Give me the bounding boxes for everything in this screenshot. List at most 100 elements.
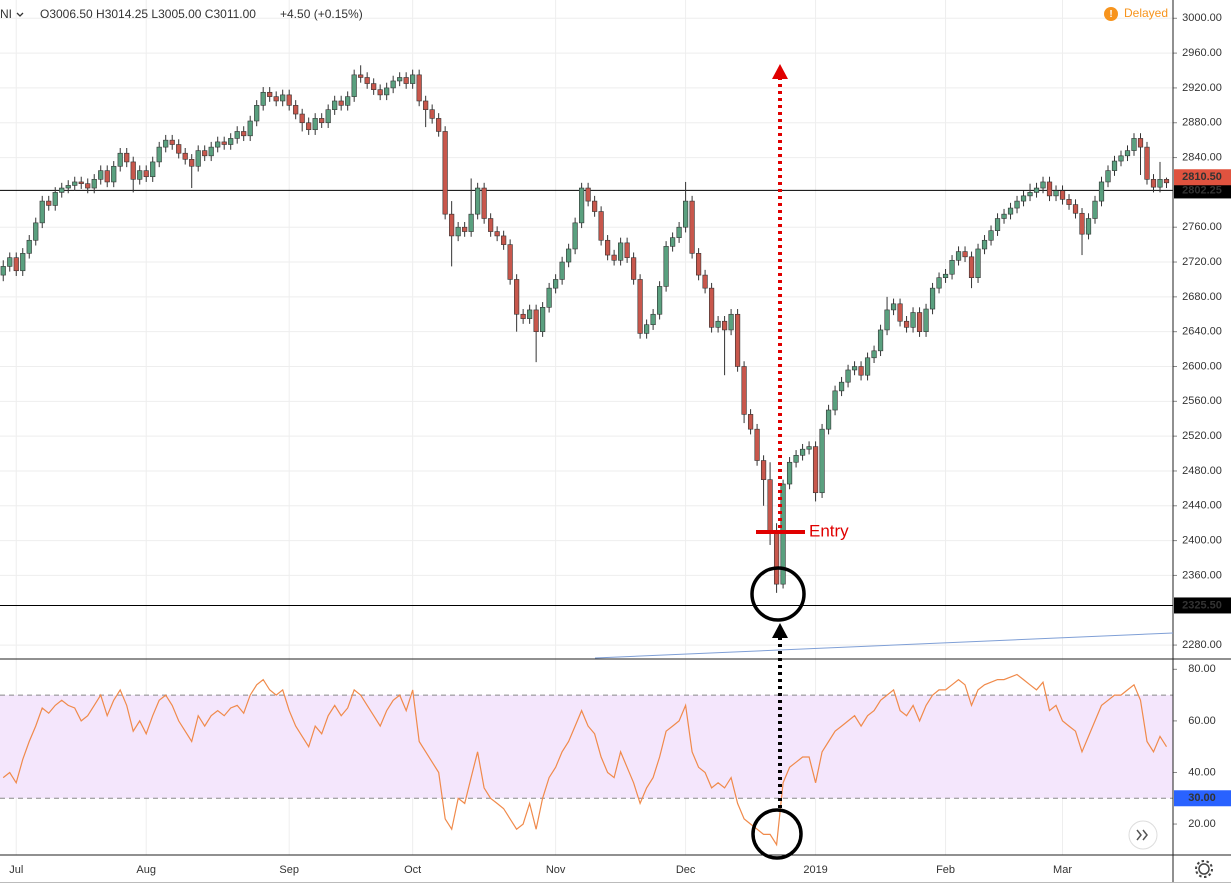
candle-body: [819, 428, 825, 494]
candle-body: [1150, 179, 1157, 188]
y-tick-label: 2480.00: [1182, 465, 1222, 477]
candle-body: [903, 320, 910, 328]
settings-button[interactable]: [1198, 863, 1210, 875]
candle-body: [1118, 155, 1124, 162]
candle-body: [104, 170, 110, 183]
y-tick-label: 20.00: [1188, 818, 1216, 830]
delayed-icon[interactable]: [1104, 7, 1118, 21]
symbol[interactable]: NI: [0, 7, 12, 21]
candle-body: [397, 77, 403, 82]
candle-body: [455, 226, 461, 237]
candle-body: [618, 242, 624, 261]
candle-body: [1105, 170, 1111, 183]
candle-body: [514, 279, 520, 315]
candle-body: [143, 170, 149, 178]
candle-body: [637, 279, 643, 334]
candle-body: [657, 286, 663, 315]
candle-body: [98, 170, 104, 180]
candle-body: [546, 287, 552, 308]
candle-body: [130, 161, 136, 180]
rsi-circle[interactable]: [751, 808, 803, 860]
candle-body: [1072, 204, 1079, 214]
candle-body: [85, 183, 91, 189]
candle-body: [0, 266, 6, 276]
candle-body: [962, 251, 968, 258]
axis-price-label: 30.00: [1188, 792, 1216, 804]
candle-body: [1014, 200, 1020, 209]
y-tick-label: 2640.00: [1182, 326, 1222, 338]
candle-body: [351, 74, 357, 97]
delayed-label[interactable]: Delayed: [1124, 6, 1168, 20]
candle-body: [364, 77, 370, 84]
candle-body: [403, 77, 409, 84]
candle-body: [936, 277, 942, 289]
candle-body: [345, 96, 351, 106]
candle-body: [332, 100, 338, 110]
y-tick-label: 40.00: [1188, 766, 1216, 778]
axis-price-label: 2325.50: [1182, 599, 1222, 611]
candle-body: [26, 239, 32, 254]
x-tick-label: Feb: [936, 864, 955, 876]
candle-body: [299, 113, 305, 124]
candle-body: [1163, 179, 1170, 184]
candle-body: [884, 309, 890, 331]
candle-body: [78, 181, 84, 184]
candle-body: [955, 251, 962, 261]
candle-body: [312, 118, 318, 131]
candle-body: [1144, 146, 1150, 180]
candle-body: [683, 200, 689, 228]
candle-body: [215, 141, 221, 148]
candle-body: [325, 109, 331, 124]
divergence-arrow-head: [772, 623, 788, 638]
symbol-caret[interactable]: [16, 12, 24, 17]
candle-body: [734, 313, 741, 367]
entry-label: Entry: [809, 521, 849, 540]
candle-body: [202, 150, 208, 157]
axis-price-tag: [1174, 169, 1231, 186]
ohlc: O3006.50 H3014.25 L3005.00 C3011.00: [40, 7, 256, 21]
candle-body: [169, 139, 175, 145]
y-tick-label: 2960.00: [1182, 47, 1222, 59]
x-tick-label: Oct: [404, 864, 421, 876]
candle-body: [747, 414, 754, 430]
candle-body: [851, 366, 858, 371]
candle-body: [436, 118, 442, 132]
candle-body: [1085, 218, 1092, 235]
candle-body: [605, 239, 611, 256]
candle-body: [540, 307, 546, 332]
rsi-band: [0, 695, 1173, 799]
y-tick-label: 60.00: [1188, 715, 1216, 727]
candle-body: [916, 312, 923, 332]
price-circle[interactable]: [750, 566, 806, 622]
candle-body: [760, 460, 767, 480]
candle-body: [1059, 190, 1066, 200]
candle-body: [163, 139, 169, 148]
candle-body: [137, 170, 143, 180]
scroll-button[interactable]: [1128, 820, 1158, 850]
candle-body: [1131, 138, 1137, 151]
trend-line[interactable]: [594, 632, 1174, 659]
candle-body: [416, 74, 422, 102]
candle-body: [260, 91, 266, 106]
x-tick-label: Nov: [546, 864, 566, 876]
y-tick-label: 2600.00: [1182, 360, 1222, 372]
y-tick-label: 2720.00: [1182, 256, 1222, 268]
target-arrow-head: [772, 64, 788, 79]
change: +4.50 (+0.15%): [280, 7, 363, 21]
overlay: NI O3006.50 H3014.25 L3005.00 C3011.00 +…: [0, 6, 1213, 878]
candle-body: [267, 91, 273, 97]
candle-body: [358, 74, 364, 78]
candle-body: [631, 257, 637, 280]
candle-body: [410, 74, 416, 84]
candle-body: [1040, 181, 1046, 189]
candle-body: [280, 94, 286, 102]
candle-body: [786, 461, 793, 485]
candle-body: [221, 141, 227, 145]
candle-body: [858, 366, 864, 376]
candle-body: [501, 235, 507, 245]
candle-body: [838, 381, 845, 392]
candle-body: [598, 211, 604, 241]
candle-body: [91, 179, 97, 189]
axis-price-tag: [1174, 597, 1231, 614]
candle-body: [644, 324, 650, 334]
